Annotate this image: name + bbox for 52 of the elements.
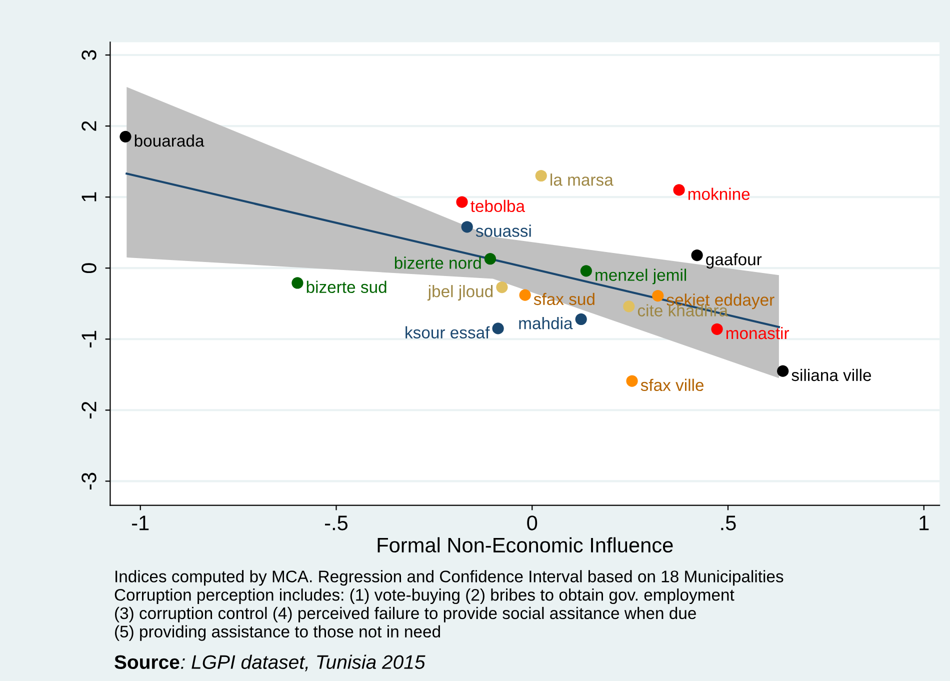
- point: [652, 290, 664, 302]
- annotation: la marsa: [550, 174, 614, 186]
- x-tick-label: 0: [527, 516, 538, 530]
- annotation: mahdia: [519, 317, 573, 330]
- point: [580, 265, 592, 277]
- annotation: sfax sud: [534, 292, 594, 306]
- annotation: souassi: [476, 224, 531, 237]
- annotation: sfax ville: [640, 378, 704, 392]
- point: [626, 375, 638, 387]
- annotation: tebolba: [470, 200, 526, 212]
- point: [623, 300, 635, 312]
- y-tick-label: 1: [82, 192, 96, 202]
- y-tick-label: 0: [82, 263, 96, 274]
- point: [777, 365, 789, 377]
- point: [461, 221, 473, 233]
- text: (5) providing assistance to those not in need: [115, 625, 440, 641]
- point: [673, 184, 685, 196]
- annotation: monastir: [726, 326, 789, 340]
- y-tick-label: -3: [82, 472, 96, 490]
- annotation: bizerte sud: [306, 280, 386, 294]
- y-tick-label: 2: [82, 121, 96, 131]
- annotation: bizerte nord: [394, 256, 481, 269]
- point: [535, 170, 547, 182]
- text: (3) corruption control (4) perceived failure to provide social assitance when due: [115, 606, 696, 622]
- text: Indices computed by MCA. Regression and Confidence Interval based on 18 Municipalities: [116, 570, 784, 586]
- x-tick-label: .5: [721, 516, 736, 530]
- point: [484, 253, 496, 265]
- point: [711, 323, 723, 335]
- point: [292, 277, 304, 289]
- point: [519, 289, 531, 301]
- x-tick-label: 1: [920, 516, 929, 530]
- point: [120, 130, 132, 142]
- point: [691, 249, 703, 262]
- annotation: siliana ville: [792, 368, 872, 382]
- annotation: gaafour: [706, 253, 762, 269]
- x-axis-title: Formal Non-Economic Influence: [378, 537, 673, 553]
- text: Corruption perception includes: (1) vote-buying (2) bribes to obtain gov. employment: [114, 588, 734, 604]
- annotation: menzel jemil: [596, 268, 686, 284]
- annotation: bouarada: [134, 134, 204, 147]
- annotation: ksour essaf: [406, 326, 490, 338]
- point: [496, 281, 508, 294]
- y-tick-label: -2: [82, 402, 96, 418]
- point: [492, 322, 504, 334]
- y-tick-label: -1: [82, 330, 96, 348]
- source-note: Source: LGPI dataset, Tunisia 2015: [114, 654, 426, 672]
- annotation: jbel jloud: [427, 285, 493, 301]
- y-tick-label: 3: [82, 50, 96, 60]
- x-tick-label: -.5: [325, 516, 348, 530]
- x-tick-label: -1: [132, 516, 149, 530]
- point: [575, 313, 587, 326]
- point: [456, 196, 468, 208]
- annotation: moknine: [688, 188, 750, 200]
